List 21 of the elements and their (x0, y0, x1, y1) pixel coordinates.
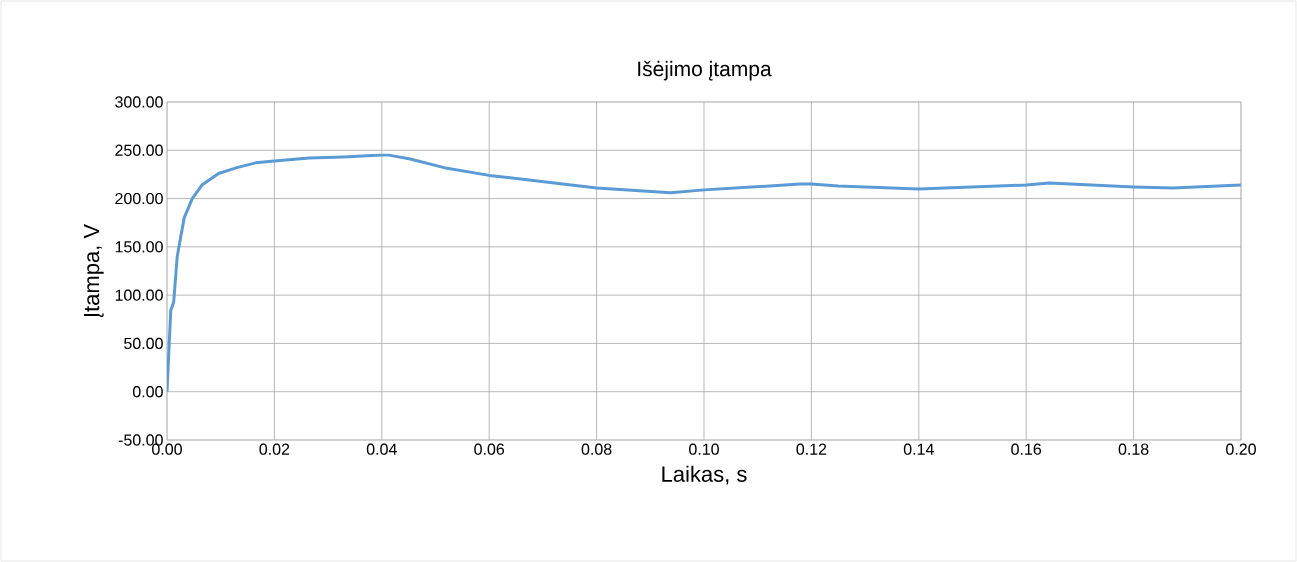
x-tick-label: 0.04 (366, 443, 397, 455)
x-tick-label: 0.10 (689, 443, 719, 455)
x-tick-label: 0.06 (474, 443, 505, 455)
x-tick-label: 0.14 (903, 443, 934, 455)
y-tick-label: 300.00 (115, 96, 163, 108)
y-tick-label: 100.00 (115, 289, 163, 301)
x-tick-label: 0.12 (796, 443, 827, 455)
y-tick-label: 200.00 (115, 192, 163, 205)
x-tick-label: 0.02 (259, 443, 290, 455)
y-tick-label: 0.00 (132, 386, 163, 398)
y-axis-title: Įtampa, V (83, 224, 104, 318)
x-axis-title: Laikas, s (662, 465, 747, 485)
x-tick-label: 0.20 (1226, 443, 1256, 455)
y-tick-label: 50.00 (124, 337, 163, 350)
chart-title: Išėjimo įtampa (638, 60, 772, 81)
y-tick-label: 150.00 (115, 241, 163, 253)
y-tick-label: 250.00 (115, 144, 163, 156)
x-tick-label: 0.16 (1011, 443, 1042, 455)
line-series (167, 153, 1241, 394)
x-tick-label: 0.08 (581, 443, 612, 455)
x-tick-label: 0.18 (1118, 443, 1149, 455)
